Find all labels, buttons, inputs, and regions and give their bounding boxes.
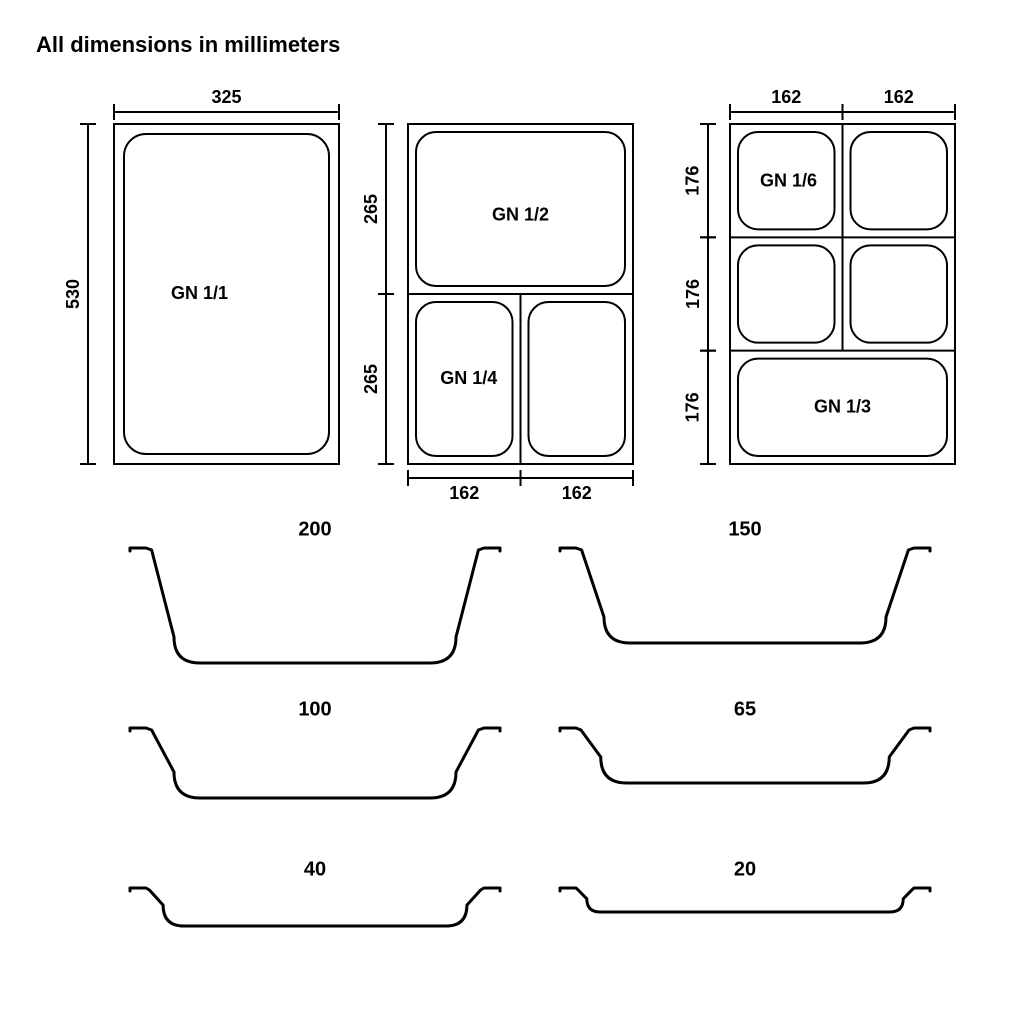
svg-text:176: 176	[683, 166, 703, 196]
svg-text:176: 176	[683, 392, 703, 422]
pan-200: 200	[130, 518, 500, 663]
pan-depth-label: 150	[728, 518, 761, 540]
label-gn-1-4: GN 1/4	[440, 368, 497, 388]
pan-depth-label: 20	[734, 858, 756, 880]
svg-text:162: 162	[771, 87, 801, 107]
pan-outline	[560, 888, 930, 912]
pan-depth-label: 200	[298, 518, 331, 540]
label-gn-1-6: GN 1/6	[760, 171, 817, 191]
pan-40: 40	[130, 858, 500, 926]
pan-depth-label: 40	[304, 858, 326, 880]
svg-text:325: 325	[211, 87, 241, 107]
svg-text:265: 265	[361, 194, 381, 224]
pan-outline	[560, 728, 930, 783]
svg-text:176: 176	[683, 279, 703, 309]
pan-outline	[130, 728, 500, 798]
pan-depth-label: 100	[298, 698, 331, 720]
svg-text:162: 162	[562, 483, 592, 503]
label-gn-1-2: GN 1/2	[492, 205, 549, 225]
svg-text:162: 162	[449, 483, 479, 503]
diagram-canvas: 325530GN 1/1GN 1/2GN 1/4265265162162GN 1…	[0, 58, 1024, 1018]
svg-text:530: 530	[63, 279, 83, 309]
pan-depth-label: 65	[734, 698, 756, 720]
pan-outline	[560, 548, 930, 643]
pan-65: 65	[560, 698, 930, 783]
label-gn-1-1: GN 1/1	[171, 283, 228, 303]
pan-100: 100	[130, 698, 500, 798]
svg-text:265: 265	[361, 364, 381, 394]
pan-outline	[130, 548, 500, 663]
diagram-gn-1-2-1-4: GN 1/2 GN 1/4 265 265 162 162	[361, 124, 633, 503]
label-gn-1-3: GN 1/3	[814, 397, 871, 417]
pan-outline	[130, 888, 500, 926]
page-title: All dimensions in millimeters	[0, 0, 1024, 58]
pan-150: 150	[560, 518, 930, 643]
svg-text:162: 162	[884, 87, 914, 107]
diagram-gn-1-1: 325 530 GN 1/1	[63, 87, 339, 464]
diagram-gn-1-6-1-3: GN 1/6 GN 1/3 162 162 176 176 176	[683, 87, 955, 464]
pan-20: 20	[560, 858, 930, 912]
